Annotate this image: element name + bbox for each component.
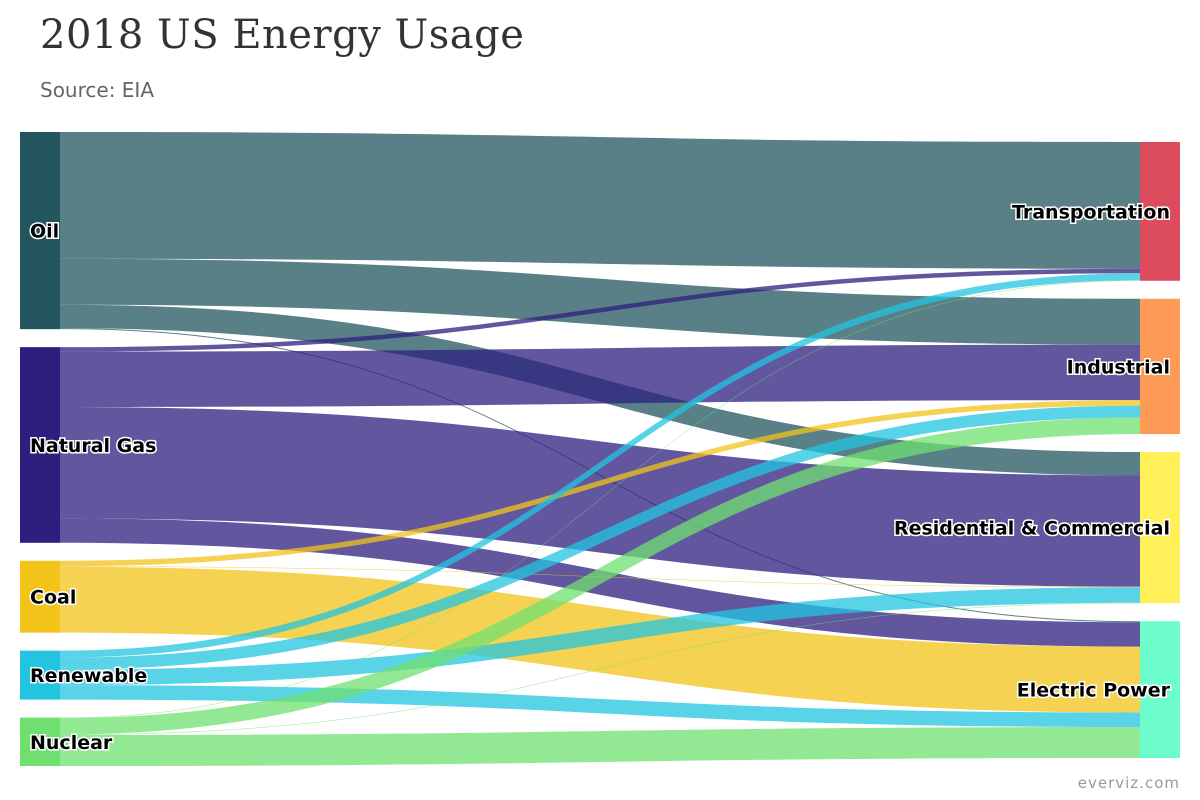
node-natural-gas[interactable] (20, 347, 60, 543)
node-industrial[interactable] (1140, 298, 1180, 435)
node-label-industrial: Industrial (1067, 356, 1170, 378)
link-renewable-to-residential-and-commercial[interactable] (60, 587, 1140, 686)
node-label-renewable: Renewable (30, 665, 147, 687)
link-natural-gas-to-industrial[interactable] (60, 344, 1140, 408)
link-nuclear-to-transportation[interactable] (60, 280, 1140, 719)
credit-link[interactable]: everviz.com (1077, 774, 1180, 792)
link-natural-gas-to-residential-and-commercial[interactable] (60, 407, 1140, 587)
node-label-coal: Coal (30, 587, 76, 609)
links (60, 132, 1140, 766)
link-nuclear-to-electric-power[interactable] (60, 727, 1140, 766)
link-coal-to-industrial[interactable] (60, 400, 1140, 567)
node-label-oil: Oil (30, 221, 59, 243)
link-renewable-to-transportation[interactable] (60, 273, 1140, 658)
node-residential-and-commercial[interactable] (1140, 452, 1180, 604)
node-coal[interactable] (20, 560, 60, 633)
chart-title: 2018 US Energy Usage (40, 12, 525, 58)
chart-subtitle: Source: EIA (40, 78, 155, 102)
link-renewable-to-industrial[interactable] (60, 405, 1140, 670)
node-label-natural-gas: Natural Gas (30, 435, 156, 457)
link-nuclear-to-industrial[interactable] (60, 417, 1140, 735)
node-transportation[interactable] (1140, 142, 1180, 281)
node-oil[interactable] (20, 132, 60, 330)
node-label-nuclear: Nuclear (30, 732, 113, 754)
node-nuclear[interactable] (20, 717, 60, 766)
link-nuclear-to-residential-and-commercial[interactable] (60, 602, 1140, 736)
link-oil-to-transportation[interactable] (60, 132, 1140, 269)
node-label-residential-and-commercial: Residential & Commercial (894, 518, 1170, 540)
nodes: Oil Natural Gas Coal Renewable Nuclear Transp… (20, 132, 1180, 766)
node-label-electric-power: Electric Power (1017, 680, 1171, 702)
link-natural-gas-to-transportation[interactable] (60, 268, 1140, 352)
node-electric-power[interactable] (1140, 621, 1180, 758)
link-oil-to-industrial[interactable] (60, 258, 1140, 345)
node-renewable[interactable] (20, 650, 60, 700)
node-label-transportation: Transportation (1012, 201, 1170, 223)
